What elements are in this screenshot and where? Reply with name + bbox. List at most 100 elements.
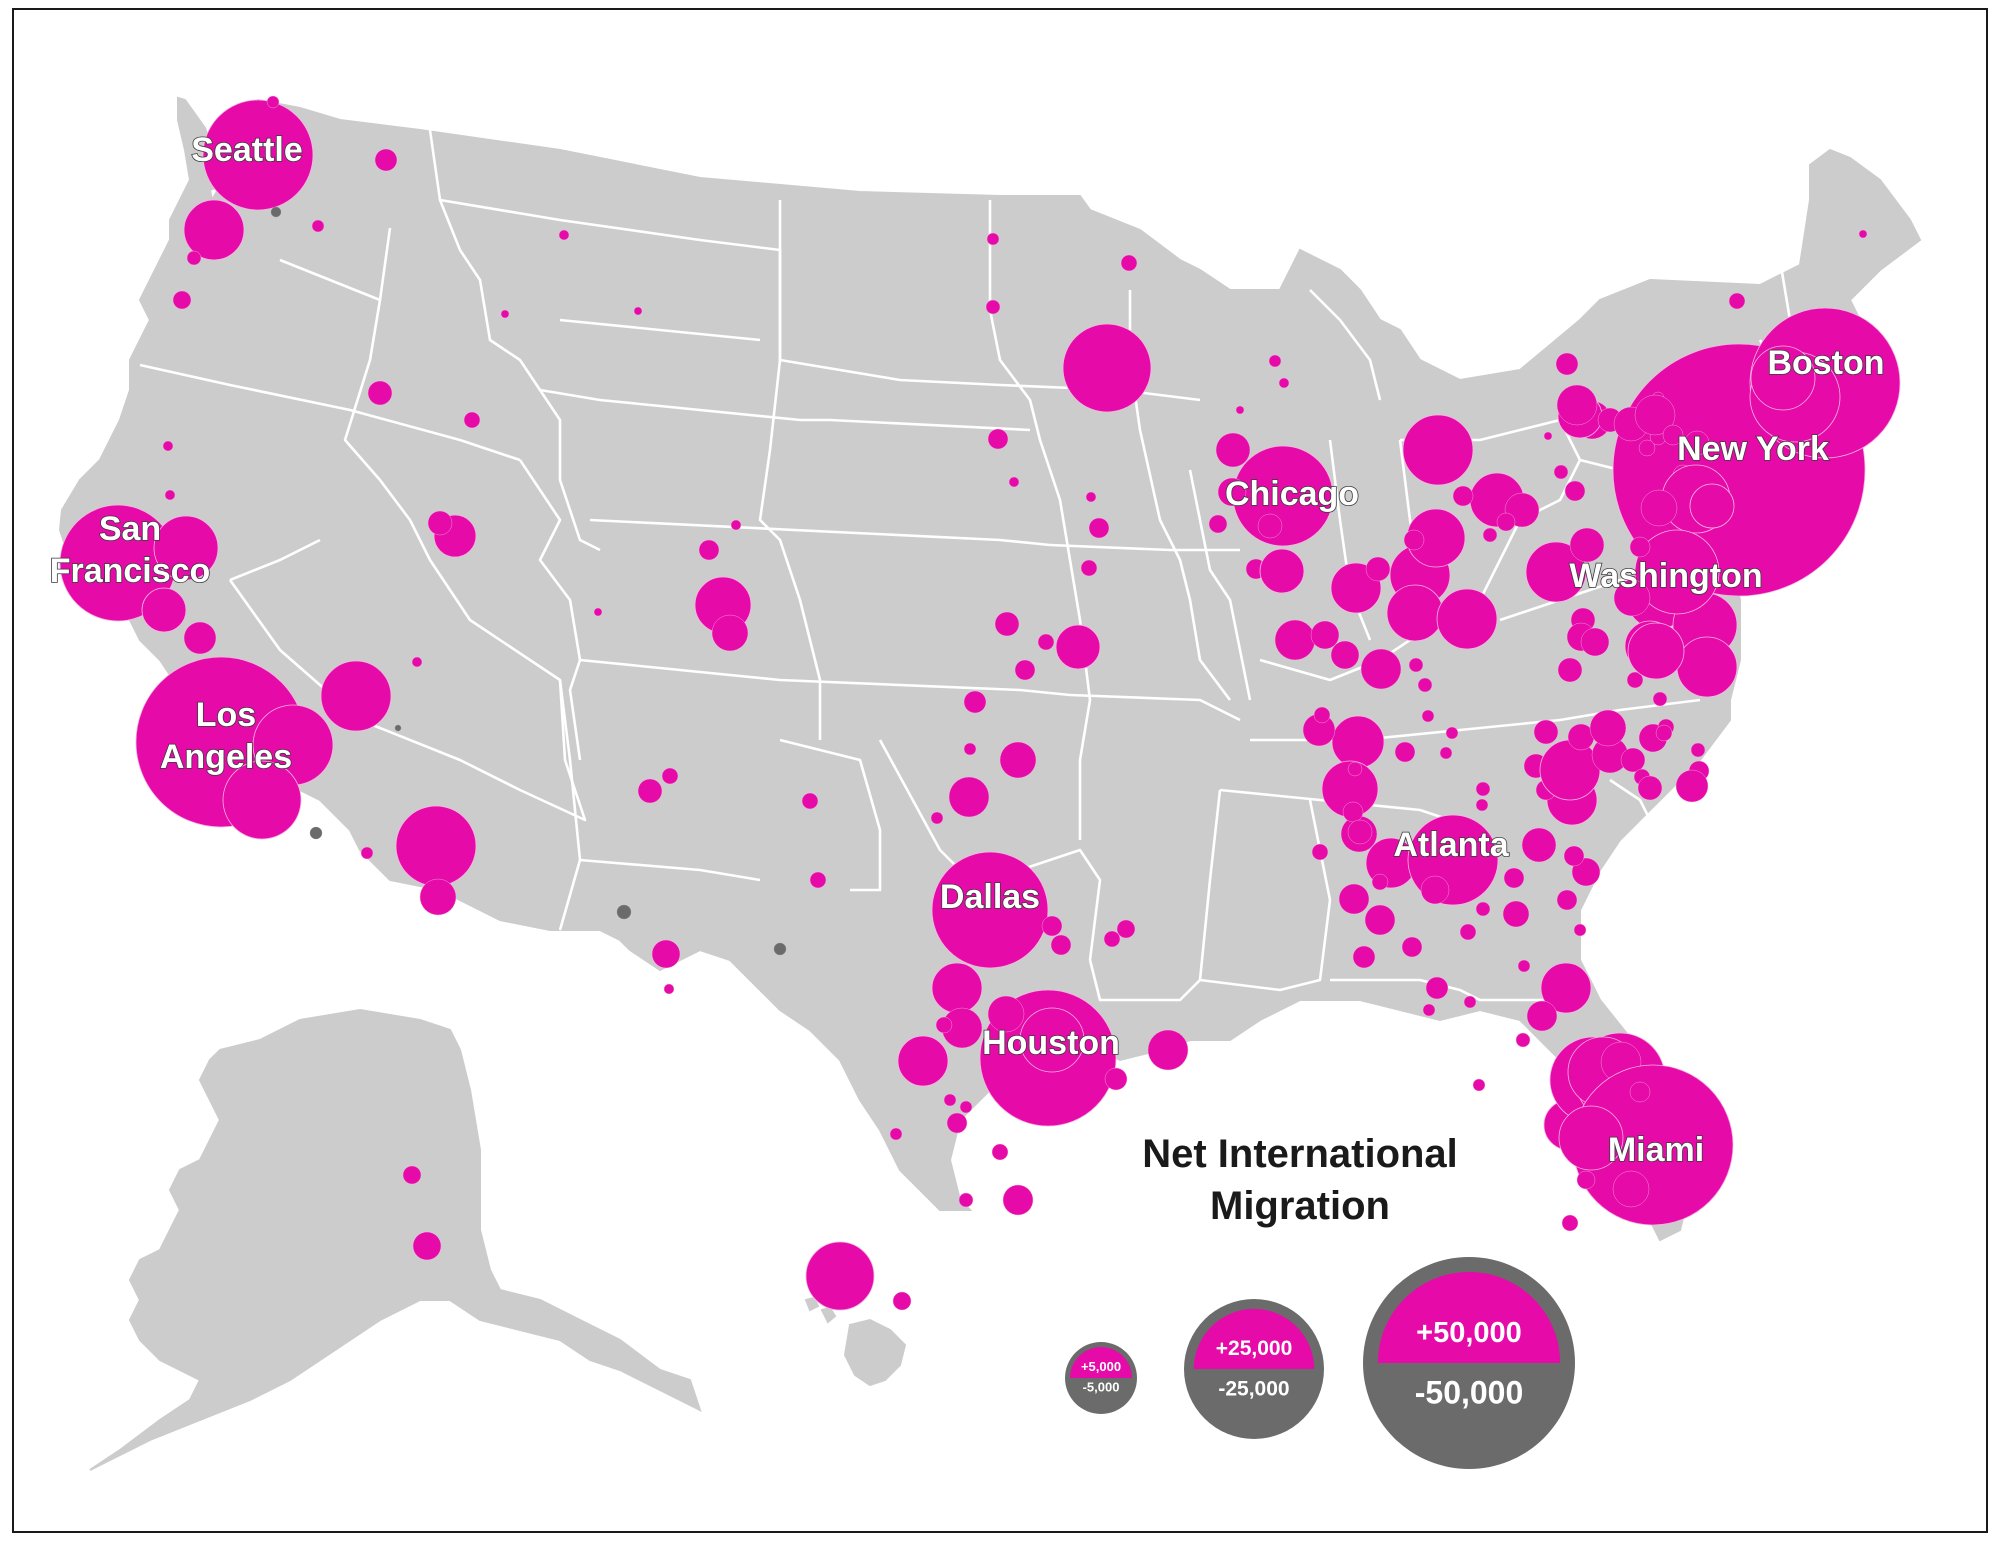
- migration-bubble-positive: [1311, 843, 1329, 861]
- migration-bubble-positive: [1503, 867, 1525, 889]
- migration-bubble-positive: [1540, 962, 1592, 1014]
- migration-bubble-positive: [1420, 875, 1450, 905]
- legend-positive-half: [1377, 1271, 1561, 1363]
- migration-bubble-positive: [1629, 536, 1651, 558]
- migration-bubble-positive: [1417, 677, 1433, 693]
- legend-positive-half: [1193, 1308, 1315, 1369]
- migration-bubble-positive: [164, 489, 176, 501]
- migration-bubble-positive: [958, 1192, 974, 1208]
- migration-bubble-positive: [1116, 919, 1136, 939]
- migration-bubble-positive: [593, 607, 603, 617]
- migration-bubble-positive: [991, 1143, 1009, 1161]
- hawaii-landmass: [804, 1296, 907, 1387]
- legend-negative-label: -5,000: [1083, 1380, 1120, 1395]
- legend-item: +50,000 -50,000: [1363, 1257, 1575, 1469]
- migration-bubble-positive: [651, 939, 681, 969]
- migration-bubble-positive: [1041, 915, 1063, 937]
- migration-bubble-positive: [637, 778, 663, 804]
- migration-bubble-positive: [985, 299, 1001, 315]
- migration-bubble-positive: [1313, 706, 1331, 724]
- migration-bubble-positive: [1386, 584, 1444, 642]
- migration-bubble-positive: [946, 1112, 968, 1134]
- migration-bubble-positive: [1539, 739, 1601, 801]
- migration-bubble-positive: [1571, 857, 1601, 887]
- migration-bubble-positive: [1103, 930, 1121, 948]
- migration-bubble-positive: [1360, 648, 1402, 690]
- migration-bubble-positive: [1347, 761, 1363, 777]
- migration-bubble-positive: [1268, 354, 1282, 368]
- migration-bubble-positive: [1502, 900, 1530, 928]
- migration-bubble-positive: [1858, 229, 1868, 239]
- legend-negative-label: -50,000: [1415, 1374, 1524, 1410]
- migration-bubble-positive: [1445, 726, 1459, 740]
- migration-bubble-positive: [1638, 439, 1656, 457]
- migration-bubble-positive: [1394, 741, 1416, 763]
- legend-negative-label: -25,000: [1218, 1378, 1289, 1401]
- migration-bubble-positive: [1402, 414, 1474, 486]
- migration-bubble-positive: [1556, 889, 1578, 911]
- migration-bubble-positive: [930, 811, 944, 825]
- migration-bubble-positive: [1543, 431, 1553, 441]
- migration-bubble-positive: [411, 656, 423, 668]
- migration-bubble-positive: [1533, 719, 1559, 745]
- migration-bubble-positive: [1557, 657, 1583, 683]
- city-label-washington: Washington: [1569, 557, 1762, 595]
- migration-bubble-positive: [892, 1291, 912, 1311]
- migration-bubble-positive: [1364, 904, 1396, 936]
- migration-bubble-positive: [1310, 620, 1340, 650]
- migration-bubble-positive: [1257, 513, 1283, 539]
- migration-bubble-positive: [994, 611, 1020, 637]
- migration-bubble-positive: [1626, 671, 1644, 689]
- migration-bubble-negative: [270, 206, 282, 218]
- city-label-los-angeles: Los Angeles: [160, 696, 292, 776]
- migration-bubble-positive: [1634, 394, 1676, 436]
- legend-positive-label: +50,000: [1416, 1317, 1522, 1349]
- migration-bubble-positive: [1728, 292, 1746, 310]
- migration-bubble-positive: [183, 621, 217, 655]
- migration-bubble-positive: [1689, 483, 1735, 529]
- migration-bubble-positive: [1640, 489, 1678, 527]
- migration-bubble-positive: [1037, 633, 1055, 651]
- migration-bubble-positive: [1014, 659, 1036, 681]
- migration-bubble-positive: [711, 614, 749, 652]
- migration-bubble-positive: [1627, 622, 1685, 680]
- migration-bubble-positive: [1338, 883, 1370, 915]
- migration-bubble-positive: [987, 428, 1009, 450]
- migration-bubble-positive: [1496, 512, 1516, 532]
- migration-bubble-positive: [1062, 323, 1152, 413]
- migration-bubble-positive: [1208, 514, 1228, 534]
- migration-bubble-positive: [1684, 430, 1710, 456]
- migration-bubble-positive: [1080, 559, 1098, 577]
- migration-bubble-positive: [1217, 477, 1247, 507]
- migration-bubble-positive: [1104, 1067, 1128, 1091]
- migration-bubble-positive: [1422, 1003, 1436, 1017]
- map-title-line-1: Net International: [1142, 1132, 1458, 1176]
- migration-bubble-negative: [616, 904, 632, 920]
- migration-bubble-positive: [1637, 775, 1663, 801]
- migration-bubble-positive: [1634, 529, 1720, 615]
- state-borders: [139, 129, 1802, 1002]
- migration-bubble-positive: [500, 309, 510, 319]
- migration-bubble-positive: [809, 871, 827, 889]
- city-label-miami: Miami: [1608, 1131, 1704, 1169]
- bubble-layer: [59, 95, 1901, 1311]
- migration-bubble-positive: [402, 1165, 422, 1185]
- migration-bubble-positive: [663, 983, 675, 995]
- migration-bubble-positive: [1475, 901, 1491, 917]
- city-label-dallas: Dallas: [940, 878, 1040, 916]
- migration-bubble-positive: [266, 95, 280, 109]
- migration-bubble-positive: [805, 1241, 875, 1311]
- migration-bubble-positive: [633, 306, 643, 316]
- alaska-landmass: [89, 1008, 702, 1471]
- migration-bubble-positive: [1436, 588, 1498, 650]
- legend-positive-label: +5,000: [1081, 1359, 1121, 1374]
- migration-bubble-positive: [1564, 480, 1586, 502]
- migration-bubble-positive: [1515, 1032, 1531, 1048]
- legend-positive-label: +25,000: [1216, 1337, 1293, 1360]
- migration-bubble-positive: [987, 995, 1025, 1033]
- migration-bubble-positive: [1347, 819, 1373, 845]
- migration-bubble-positive: [1675, 769, 1709, 803]
- migration-bubble-positive: [931, 962, 983, 1014]
- migration-bubble-positive: [1452, 485, 1474, 507]
- migration-bubble-positive: [897, 1035, 949, 1087]
